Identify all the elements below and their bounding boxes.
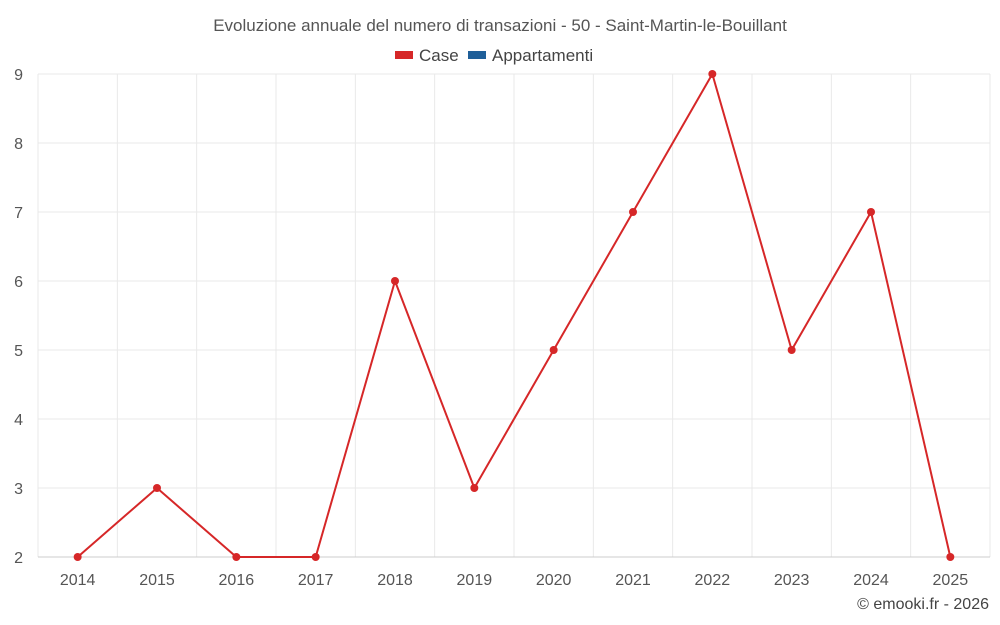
chart-title: Evoluzione annuale del numero di transaz… — [213, 16, 787, 35]
data-point[interactable] — [391, 277, 399, 285]
y-tick-label: 2 — [14, 550, 23, 567]
series-case — [73, 70, 955, 561]
y-tick-label: 7 — [14, 205, 23, 222]
data-point[interactable] — [867, 208, 875, 216]
legend-label-appartamenti[interactable]: Appartamenti — [492, 46, 593, 65]
y-tick-label: 4 — [14, 412, 23, 429]
series-line — [77, 73, 952, 558]
axes: 2 3 4 5 6 7 8 9 2014 2015 2016 2017 2018 2019 2020 2021… — [14, 67, 990, 589]
x-tick-label: 2016 — [219, 572, 255, 589]
data-point[interactable] — [946, 553, 955, 561]
x-tick-label: 2014 — [60, 572, 96, 589]
credit-text: © emooki.fr - 2026 — [857, 596, 989, 613]
x-tick-label: 2018 — [377, 572, 413, 589]
x-tick-label: 2023 — [774, 572, 810, 589]
data-point[interactable] — [629, 208, 637, 216]
y-tick-label: 5 — [14, 343, 23, 360]
legend-swatch-case — [395, 51, 413, 59]
x-tick-label: 2017 — [298, 572, 334, 589]
y-tick-label: 8 — [14, 136, 23, 153]
x-tick-label: 2025 — [933, 572, 969, 589]
data-point[interactable] — [311, 553, 320, 561]
x-tick-label: 2024 — [853, 572, 889, 589]
data-point[interactable] — [73, 553, 82, 561]
legend-label-case[interactable]: Case — [419, 46, 459, 65]
legend-swatch-appartamenti — [468, 51, 486, 59]
data-point[interactable] — [153, 484, 161, 492]
x-tick-label: 2020 — [536, 572, 572, 589]
data-point[interactable] — [708, 70, 717, 78]
x-tick-label: 2015 — [139, 572, 175, 589]
data-point[interactable] — [787, 346, 796, 354]
y-tick-label: 3 — [14, 481, 23, 498]
x-tick-label: 2021 — [615, 572, 651, 589]
x-tick-label: 2019 — [457, 572, 493, 589]
data-point[interactable] — [549, 346, 558, 354]
grid — [37, 73, 991, 558]
y-tick-label: 6 — [14, 274, 23, 291]
data-point[interactable] — [470, 484, 479, 492]
y-tick-label: 9 — [14, 67, 23, 84]
data-point[interactable] — [232, 553, 241, 561]
x-tick-label: 2022 — [695, 572, 731, 589]
legend: Case Appartamenti — [395, 46, 593, 65]
